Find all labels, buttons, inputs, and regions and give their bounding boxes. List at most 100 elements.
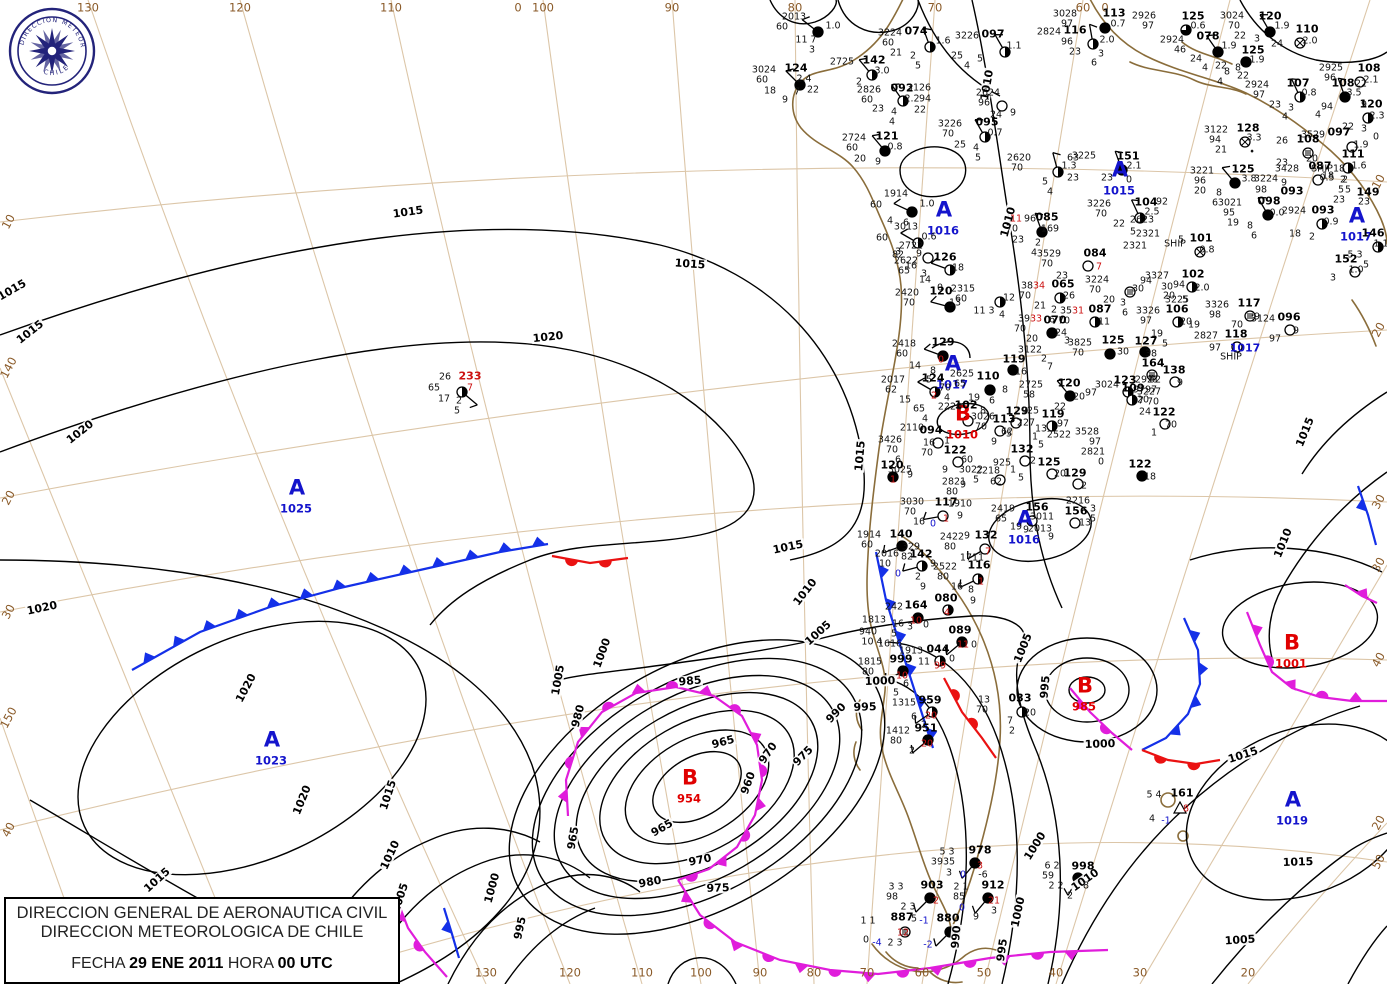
front-triangle-marker xyxy=(498,542,513,553)
station-cloud-cover-symbol xyxy=(985,132,990,142)
station-cloud-cover-symbol xyxy=(1069,517,1081,529)
front-semicircle-marker xyxy=(565,558,579,567)
station-cloud-cover-symbol xyxy=(1064,390,1076,402)
front-triangle-marker xyxy=(1189,629,1201,643)
title-box: DIRECCION GENERAL DE AERONAUTICA CIVIL D… xyxy=(4,897,400,984)
station-cloud-cover-symbol xyxy=(1046,327,1058,339)
station-cloud-cover-symbol xyxy=(1072,872,1084,884)
wind-barb-tick xyxy=(923,343,931,350)
station-cloud-cover-symbol xyxy=(924,892,936,904)
warm-front xyxy=(1141,748,1221,771)
station-cloud-cover-symbol xyxy=(1007,364,1019,376)
station-cloud-cover-symbol xyxy=(950,265,955,275)
wind-barb-tick xyxy=(944,646,948,655)
station-cloud-cover-symbol xyxy=(948,605,953,615)
front-triangle-marker xyxy=(202,620,217,631)
fecha-label: FECHA xyxy=(71,955,125,972)
station-cloud-cover-symbol xyxy=(1060,293,1065,303)
station-cloud-cover-symbol xyxy=(1022,707,1027,717)
wind-barb-tick xyxy=(1057,378,1066,382)
warm-front xyxy=(943,677,997,759)
station-cloud-cover-symbol xyxy=(1172,800,1188,814)
station-cloud-cover-symbol xyxy=(930,42,935,52)
wind-barb-tick xyxy=(1035,212,1044,216)
front-semicircle-marker xyxy=(967,717,978,730)
analysis-time: 00 UTC xyxy=(277,955,333,972)
station-cloud-cover-symbol xyxy=(1368,113,1373,123)
occluded-front xyxy=(557,681,768,882)
station-cloud-cover-symbol xyxy=(922,561,927,571)
station-cloud-cover-symbol xyxy=(872,70,877,80)
front-triangle-marker xyxy=(794,962,809,974)
station-symbols-layer xyxy=(456,14,1384,947)
wind-barb-tick xyxy=(917,377,925,383)
station-cloud-cover-symbol xyxy=(1132,395,1137,405)
wind-barb-tick xyxy=(930,295,937,303)
wind-barb-tick xyxy=(891,83,900,86)
wind-barb-tick xyxy=(1291,78,1300,81)
station-cloud-cover-symbol xyxy=(1264,26,1276,38)
wind-barb-tick xyxy=(1052,152,1061,156)
wind-barb-tick xyxy=(469,404,478,409)
station-cloud-cover-symbol xyxy=(1262,209,1274,221)
station-cloud-cover-symbol xyxy=(922,734,934,746)
front-triangle-marker xyxy=(631,683,646,694)
station-cloud-cover-symbol xyxy=(1349,266,1361,278)
station-cloud-cover-symbol xyxy=(1005,47,1010,57)
front-triangle-marker xyxy=(1169,724,1181,736)
station-cloud-cover-symbol xyxy=(932,707,937,717)
front-triangle-marker xyxy=(234,608,249,620)
wind-barb-tick xyxy=(933,938,937,947)
front-semicircle-marker xyxy=(963,960,977,968)
station-cloud-cover-symbol xyxy=(1300,92,1305,102)
station-cloud-cover-symbol xyxy=(922,252,934,264)
wind-barb-tick xyxy=(914,715,917,724)
front-semicircle-marker xyxy=(1187,762,1201,771)
station-cloud-cover-symbol xyxy=(984,384,996,396)
station-cloud-cover-symbol xyxy=(935,387,940,397)
station-cloud-cover-symbol xyxy=(1212,46,1224,58)
station-cloud-cover-symbol xyxy=(1046,468,1058,480)
station-cloud-cover-symbol xyxy=(1192,282,1197,292)
front-triangle-marker xyxy=(926,727,938,742)
front-triangle-marker xyxy=(755,797,766,812)
station-cloud-cover-symbol xyxy=(969,857,981,869)
station-cloud-cover-symbol xyxy=(1339,91,1351,103)
front-triangle-marker xyxy=(1356,498,1367,512)
station-cloud-cover-symbol xyxy=(1026,515,1038,527)
front-triangle-marker xyxy=(143,652,156,664)
front-semicircle-marker xyxy=(828,969,842,977)
hora-label: HORA xyxy=(227,955,274,972)
station-cloud-cover-symbol xyxy=(812,26,824,38)
wind-barb-tick xyxy=(801,16,810,21)
station-cloud-cover-symbol xyxy=(1072,478,1084,490)
station-cloud-cover-symbol xyxy=(1093,39,1098,49)
station-cloud-cover-symbol xyxy=(1036,226,1048,238)
front-semicircle-marker xyxy=(729,704,742,715)
station-cloud-cover-symbol xyxy=(1196,248,1204,256)
wind-barb-tick xyxy=(785,68,794,72)
occluded-front xyxy=(1245,611,1387,703)
cold-front xyxy=(1356,485,1378,546)
wind-barb-tick xyxy=(1089,23,1098,28)
wind-barb-tick xyxy=(930,257,938,264)
front-semicircle-marker xyxy=(703,918,716,930)
front-triangle-marker xyxy=(885,598,897,612)
station-cloud-cover-symbol xyxy=(896,540,908,552)
station-cloud-cover-symbol xyxy=(1354,76,1366,88)
front-triangle-marker xyxy=(398,564,413,575)
front-triangle-marker xyxy=(861,972,876,983)
front-triangle-marker xyxy=(332,579,347,591)
station-cloud-cover-symbol xyxy=(1095,317,1100,327)
station-cloud-cover-symbol xyxy=(937,510,949,522)
station-cloud-cover-symbol xyxy=(978,574,983,584)
wind-barb-tick xyxy=(1222,165,1231,169)
station-cloud-cover-symbol xyxy=(906,206,918,218)
front-triangle-marker xyxy=(531,536,546,547)
wind-barb-tick xyxy=(902,563,906,572)
office-title: DIRECCION METEOROLOGICA DE CHILE xyxy=(40,923,364,941)
station-cloud-cover-symbol xyxy=(1099,22,1111,34)
station-cloud-cover-symbol xyxy=(903,96,908,106)
wind-barb-tick xyxy=(900,228,908,234)
